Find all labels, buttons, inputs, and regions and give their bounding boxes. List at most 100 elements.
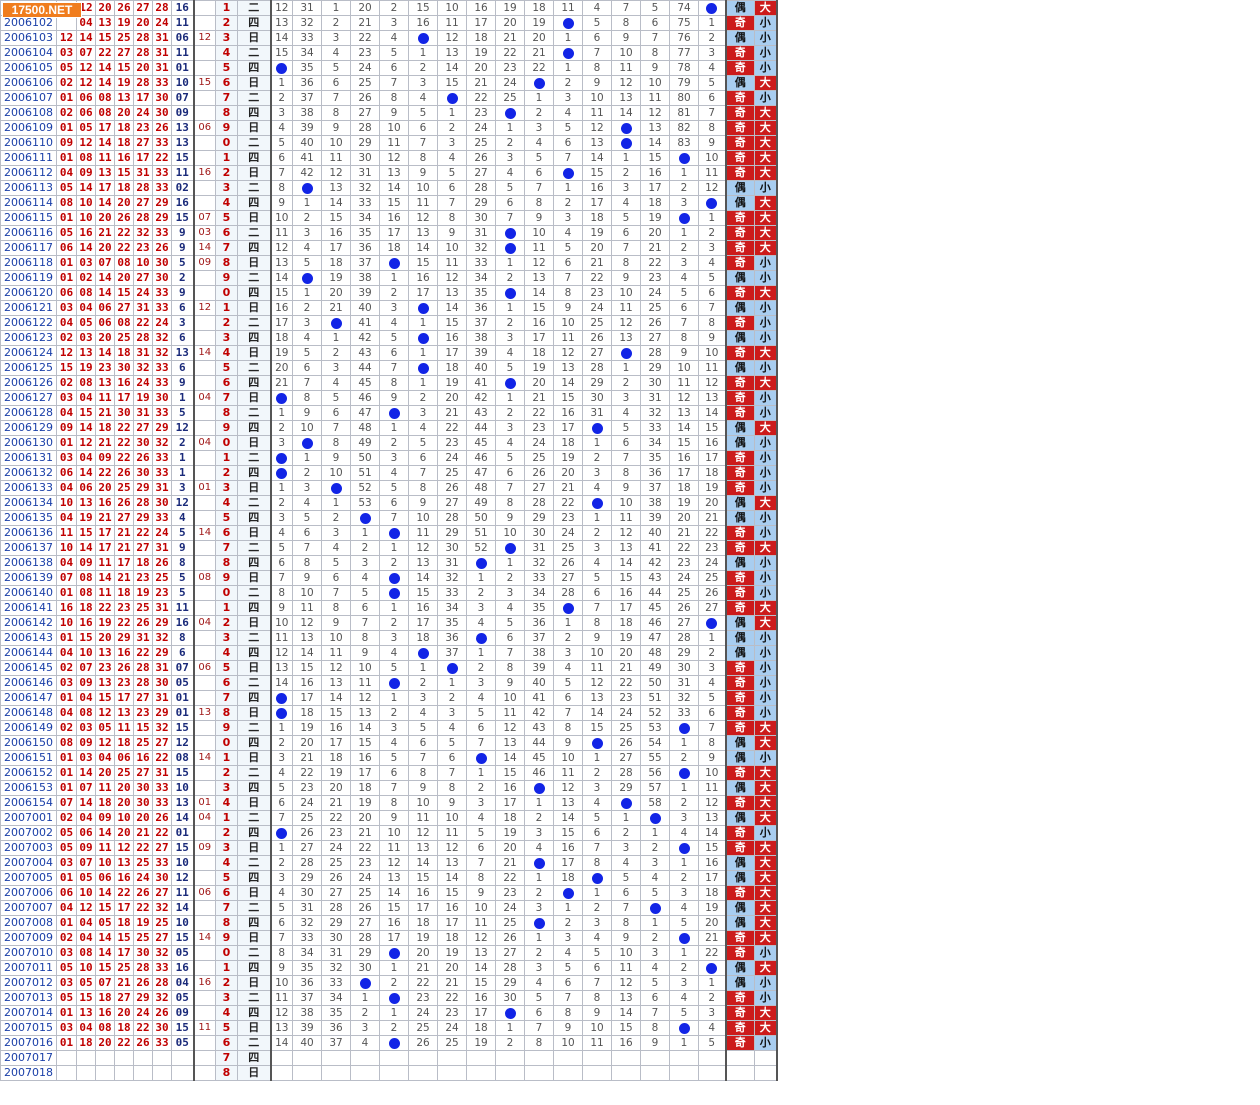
table-row: 2006152 01 14 20 25 27 31 15 2 二 4 22 19 17 6 8 7 1 15 46 11… bbox=[0, 765, 797, 781]
mod-cell: 1 bbox=[215, 450, 238, 466]
issue-number: 2006135 bbox=[0, 510, 57, 526]
missing-count-cell: 18 bbox=[408, 630, 438, 646]
missing-count-cell bbox=[379, 1050, 409, 1066]
red-ball-cell: 13 bbox=[95, 645, 115, 661]
missing-count-cell: 80 bbox=[669, 90, 699, 106]
missing-count-cell bbox=[553, 1065, 583, 1081]
hit-dot-icon bbox=[533, 917, 545, 929]
missing-count-cell: 11 bbox=[669, 375, 699, 391]
missing-count-cell: 7 bbox=[270, 165, 293, 181]
hit-dot-icon bbox=[504, 227, 516, 239]
red-ball-cell: 21 bbox=[114, 525, 134, 541]
red-ball-cell: 04 bbox=[56, 555, 77, 571]
missing-count-cell: 1 bbox=[582, 750, 612, 766]
missing-count-cell: 21 bbox=[350, 825, 380, 841]
missing-count-cell: 6 bbox=[408, 120, 438, 136]
missing-count-cell: 13 bbox=[553, 360, 583, 376]
missing-count-cell: 17 bbox=[495, 795, 525, 811]
red-ball-cell: 29 bbox=[152, 210, 172, 226]
red-ball-cell: 22 bbox=[114, 885, 134, 901]
red-ball-cell: 02 bbox=[76, 270, 96, 286]
red-ball-cell: 14 bbox=[76, 765, 96, 781]
missing-count-cell: 15 bbox=[640, 150, 670, 166]
tag-cell bbox=[193, 990, 216, 1006]
missing-count-cell: 1 bbox=[437, 105, 467, 121]
hit-dot-cell bbox=[379, 990, 409, 1006]
red-ball-cell: 13 bbox=[114, 705, 134, 721]
red-ball-cell: 21 bbox=[114, 570, 134, 586]
missing-count-cell: 32 bbox=[350, 180, 380, 196]
red-ball-cell: 25 bbox=[114, 480, 134, 496]
red-ball-cell: 26 bbox=[133, 885, 153, 901]
missing-count-cell: 18 bbox=[437, 930, 467, 946]
table-row: 2007003 05 09 11 12 22 27 15 09 3 日 1 27 24 22 11 13 12 6 2… bbox=[0, 840, 797, 856]
missing-count-cell: 14 bbox=[582, 705, 612, 721]
weekday-cell: 日 bbox=[237, 345, 272, 361]
missing-count-cell: 20 bbox=[611, 645, 641, 661]
missing-count-cell: 48 bbox=[350, 420, 380, 436]
parity-cell: 奇 bbox=[724, 60, 755, 76]
red-ball-cell: 32 bbox=[152, 945, 172, 961]
missing-count-cell: 36 bbox=[640, 465, 670, 481]
hit-dot-cell bbox=[640, 810, 670, 826]
red-ball-cell: 27 bbox=[133, 270, 153, 286]
mod-cell: 7 bbox=[215, 1050, 238, 1066]
missing-count-cell: 17 bbox=[698, 450, 726, 466]
missing-count-cell: 18 bbox=[553, 870, 583, 886]
red-ball-cell: 13 bbox=[95, 15, 115, 31]
missing-count-cell bbox=[611, 1065, 641, 1081]
table-row: 2006108 02 06 08 20 24 30 09 8 四 3 38 8 27 9 5 1 23 2 4 11 14… bbox=[0, 105, 797, 121]
missing-count-cell: 20 bbox=[321, 780, 351, 796]
tag-cell: 06 bbox=[193, 120, 216, 136]
red-ball-cell bbox=[76, 1065, 96, 1081]
missing-count-cell: 2 bbox=[270, 855, 293, 871]
missing-count-cell: 12 bbox=[611, 525, 641, 541]
mod-cell: 9 bbox=[215, 420, 238, 436]
missing-count-cell: 20 bbox=[698, 915, 726, 931]
red-ball-cell: 30 bbox=[152, 870, 172, 886]
missing-count-cell: 34 bbox=[640, 435, 670, 451]
red-ball-cell: 17 bbox=[95, 180, 115, 196]
weekday-cell: 四 bbox=[237, 825, 272, 841]
missing-count-cell: 4 bbox=[270, 885, 293, 901]
blue-ball-cell: 09 bbox=[171, 105, 195, 121]
hit-dot-cell bbox=[611, 795, 641, 811]
red-ball-cell: 30 bbox=[152, 675, 172, 691]
missing-count-cell: 14 bbox=[582, 150, 612, 166]
red-ball-cell: 19 bbox=[133, 585, 153, 601]
weekday-cell: 二 bbox=[237, 585, 272, 601]
weekday-cell: 日 bbox=[237, 705, 272, 721]
red-ball-cell: 29 bbox=[152, 705, 172, 721]
missing-count-cell: 6 bbox=[495, 630, 525, 646]
missing-count-cell: 18 bbox=[270, 330, 293, 346]
missing-count-cell: 19 bbox=[408, 930, 438, 946]
hit-dot-cell bbox=[553, 45, 583, 61]
missing-count-cell: 21 bbox=[270, 375, 293, 391]
table-row: 2006146 03 09 13 23 28 30 05 6 二 14 16 13 11 2 1 3 9 40 5 12… bbox=[0, 675, 797, 691]
table-row: 2007005 01 05 06 16 24 30 12 5 四 3 29 26 24 13 15 14 8 22 1… bbox=[0, 870, 797, 886]
blue-ball-cell: 9 bbox=[171, 375, 195, 391]
missing-count-cell: 13 bbox=[611, 330, 641, 346]
missing-count-cell: 20 bbox=[350, 810, 380, 826]
red-ball-cell: 32 bbox=[152, 345, 172, 361]
red-ball-cell: 16 bbox=[76, 225, 96, 241]
missing-count-cell: 16 bbox=[466, 0, 496, 16]
weekday-cell: 四 bbox=[237, 510, 272, 526]
issue-number: 2007008 bbox=[0, 915, 57, 931]
red-ball-cell: 22 bbox=[152, 825, 172, 841]
missing-count-cell: 20 bbox=[437, 960, 467, 976]
missing-count-cell: 18 bbox=[466, 1020, 496, 1036]
red-ball-cell: 33 bbox=[152, 450, 172, 466]
mod-cell: 5 bbox=[215, 60, 238, 76]
tag-cell bbox=[193, 285, 216, 301]
missing-count-cell: 6 bbox=[524, 1005, 554, 1021]
missing-count-cell: 18 bbox=[495, 810, 525, 826]
missing-count-cell: 22 bbox=[350, 840, 380, 856]
missing-count-cell: 5 bbox=[292, 345, 322, 361]
missing-count-cell: 30 bbox=[350, 150, 380, 166]
hit-dot-icon bbox=[388, 572, 400, 584]
red-ball-cell: 05 bbox=[56, 960, 77, 976]
red-ball-cell: 31 bbox=[152, 660, 172, 676]
missing-count-cell: 25 bbox=[321, 855, 351, 871]
missing-count-cell: 38 bbox=[292, 105, 322, 121]
